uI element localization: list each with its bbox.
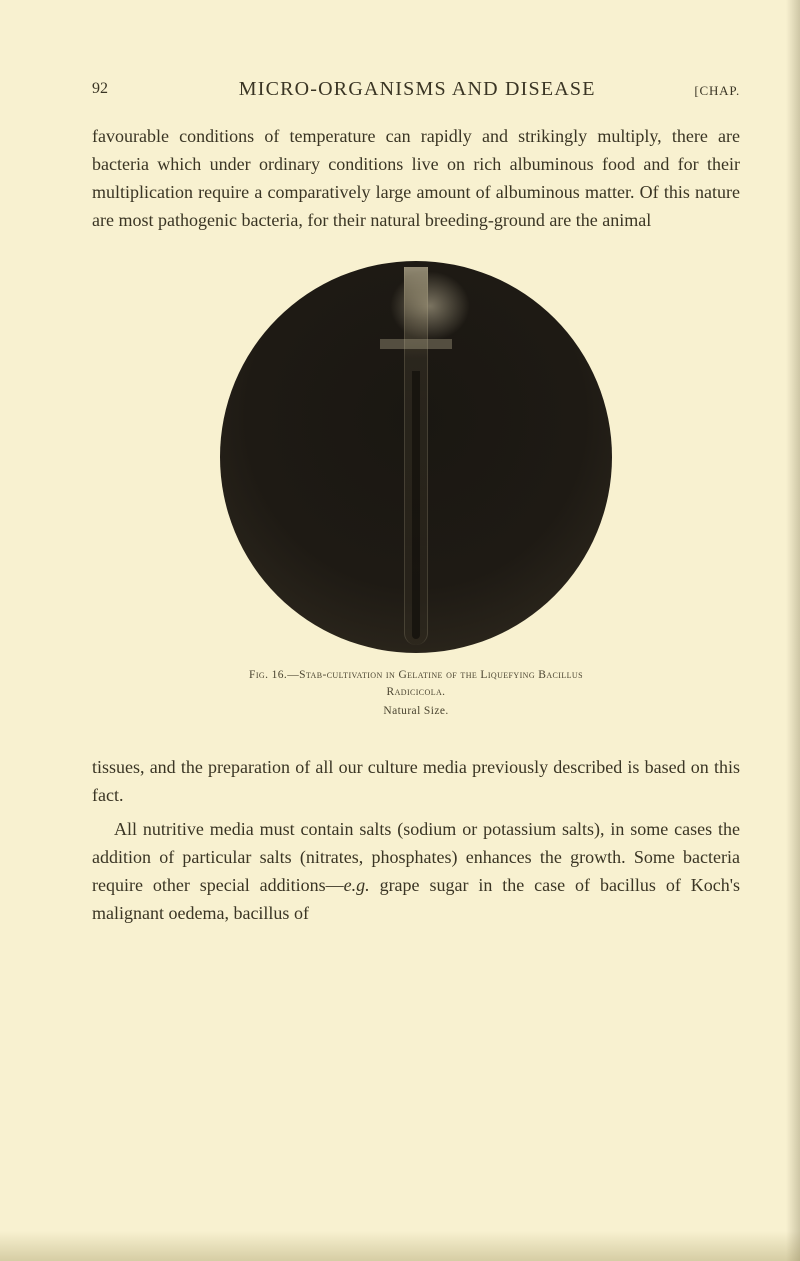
highlight-reflection (390, 271, 470, 341)
running-title: MICRO-ORGANISMS AND DISEASE (150, 78, 684, 101)
page-number: 92 (92, 80, 108, 98)
figure-image (220, 261, 612, 653)
test-tube-band (380, 339, 452, 349)
caption-line3: Natural Size. (92, 703, 740, 720)
stab-culture-line (412, 371, 420, 639)
caption-line1: Fig. 16.—Stab-cultivation in Gelatine of… (249, 669, 583, 681)
page-header: 92 MICRO-ORGANISMS AND DISEASE [CHAP. (92, 78, 740, 101)
figure-block: Fig. 16.—Stab-cultivation in Gelatine of… (92, 261, 740, 721)
figure-caption: Fig. 16.—Stab-cultivation in Gelatine of… (92, 667, 740, 721)
paragraph-3: All nutritive media must contain salts (… (92, 816, 740, 928)
paragraph-2: tissues, and the preparation of all our … (92, 754, 740, 810)
eg-italic: e.g. (344, 875, 370, 895)
paragraph-1: favourable conditions of temperature can… (92, 123, 740, 235)
page-bottom-shadow (0, 1231, 800, 1261)
caption-line2: Radicicola. (92, 684, 740, 701)
page-right-shadow (786, 0, 800, 1261)
chapter-marker: [CHAP. (694, 83, 740, 99)
